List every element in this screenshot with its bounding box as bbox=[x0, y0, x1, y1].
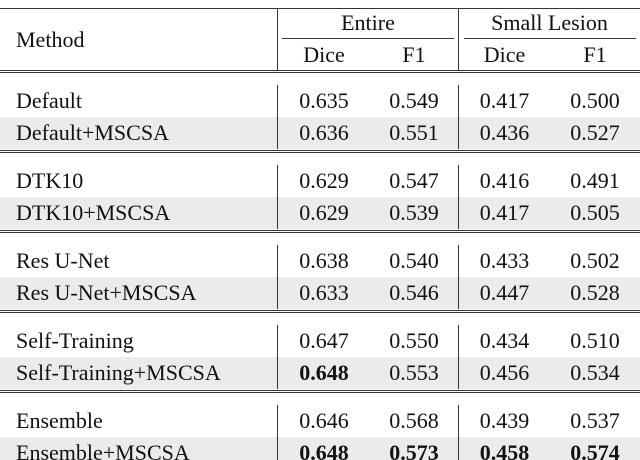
table-body: Default 0.635 0.549 0.417 0.500 Default+MSCSA… bbox=[0, 73, 640, 460]
value-cell: 0.528 bbox=[550, 277, 640, 309]
value-cell: 0.546 bbox=[370, 277, 458, 309]
value-cell: 0.629 bbox=[277, 165, 370, 197]
value-cell: 0.638 bbox=[277, 245, 370, 277]
method-cell: Ensemble+MSCSA bbox=[0, 437, 277, 460]
metric-header: Dice bbox=[277, 39, 370, 70]
value-cell: 0.568 bbox=[389, 408, 439, 433]
value-cell: 0.648 bbox=[277, 357, 370, 389]
row-group: Ensemble 0.646 0.568 0.439 0.537 Ensemble+MSC… bbox=[0, 393, 640, 460]
value-cell: 0.456 bbox=[458, 357, 550, 389]
group-grid: DTK10 0.629 0.547 0.416 0.491 DTK10+MSCSA 0.62… bbox=[0, 165, 640, 229]
method-cell: Res U-Net bbox=[16, 248, 110, 273]
value-cell: 0.434 bbox=[458, 325, 550, 357]
row-group: Res U-Net 0.638 0.540 0.433 0.502 Res U-Net+M… bbox=[0, 233, 640, 313]
row-group: Default 0.635 0.549 0.417 0.500 Default+MSCSA… bbox=[0, 73, 640, 153]
method-header: Method bbox=[16, 26, 85, 52]
value-cell: 0.458 bbox=[458, 437, 550, 460]
method-cell: Self-Training bbox=[16, 328, 134, 353]
value-cell: 0.500 bbox=[570, 88, 620, 113]
row-group: Self-Training 0.647 0.550 0.434 0.510 Self-Tr… bbox=[0, 313, 640, 393]
group-header: Small Lesion bbox=[463, 10, 636, 39]
value-cell: 0.447 bbox=[458, 277, 550, 309]
value-cell: 0.433 bbox=[458, 245, 550, 277]
value-cell: 0.648 bbox=[277, 437, 370, 460]
group-grid: Default 0.635 0.549 0.417 0.500 Default+MSCSA… bbox=[0, 85, 640, 149]
value-cell: 0.550 bbox=[389, 328, 439, 353]
method-cell: Default+MSCSA bbox=[0, 117, 277, 149]
method-cell: Res U-Net+MSCSA bbox=[0, 277, 277, 309]
value-cell: 0.510 bbox=[570, 328, 620, 353]
value-cell: 0.537 bbox=[570, 408, 620, 433]
value-cell: 0.635 bbox=[277, 85, 370, 117]
value-cell: 0.527 bbox=[550, 117, 640, 149]
value-cell: 0.491 bbox=[570, 168, 620, 193]
value-cell: 0.646 bbox=[277, 405, 370, 437]
value-cell: 0.636 bbox=[277, 117, 370, 149]
value-cell: 0.436 bbox=[458, 117, 550, 149]
value-cell: 0.502 bbox=[570, 248, 620, 273]
value-cell: 0.647 bbox=[277, 325, 370, 357]
value-cell: 0.633 bbox=[277, 277, 370, 309]
method-cell: Default bbox=[16, 88, 82, 113]
table-header: Method Entire Small Lesion Dice F1 Dice … bbox=[0, 8, 640, 73]
group-header: Entire bbox=[282, 10, 454, 39]
value-cell: 0.417 bbox=[458, 85, 550, 117]
group-grid: Res U-Net 0.638 0.540 0.433 0.502 Res U-Net+M… bbox=[0, 245, 640, 309]
metric-header: F1 bbox=[583, 41, 607, 67]
method-cell: DTK10+MSCSA bbox=[0, 197, 277, 229]
value-cell: 0.534 bbox=[550, 357, 640, 389]
value-cell: 0.574 bbox=[550, 437, 640, 460]
row-group: DTK10 0.629 0.547 0.416 0.491 DTK10+MSCSA 0.62… bbox=[0, 153, 640, 233]
group-grid: Ensemble 0.646 0.568 0.439 0.537 Ensemble+MSC… bbox=[0, 405, 640, 460]
value-cell: 0.549 bbox=[389, 88, 439, 113]
value-cell: 0.417 bbox=[458, 197, 550, 229]
group-header-cell: Small Lesion bbox=[458, 9, 640, 39]
value-cell: 0.505 bbox=[550, 197, 640, 229]
value-cell: 0.573 bbox=[370, 437, 458, 460]
metric-header: F1 bbox=[402, 41, 426, 67]
method-cell: Self-Training+MSCSA bbox=[0, 357, 277, 389]
group-header-cell: Entire bbox=[277, 9, 458, 39]
value-cell: 0.547 bbox=[389, 168, 439, 193]
value-cell: 0.439 bbox=[458, 405, 550, 437]
value-cell: 0.539 bbox=[370, 197, 458, 229]
value-cell: 0.629 bbox=[277, 197, 370, 229]
method-cell: Ensemble bbox=[16, 408, 103, 433]
group-grid: Self-Training 0.647 0.550 0.434 0.510 Self-Tr… bbox=[0, 325, 640, 389]
value-cell: 0.551 bbox=[370, 117, 458, 149]
metric-header: Dice bbox=[458, 39, 550, 70]
value-cell: 0.540 bbox=[389, 248, 439, 273]
value-cell: 0.416 bbox=[458, 165, 550, 197]
method-cell: DTK10 bbox=[16, 168, 84, 193]
value-cell: 0.553 bbox=[370, 357, 458, 389]
